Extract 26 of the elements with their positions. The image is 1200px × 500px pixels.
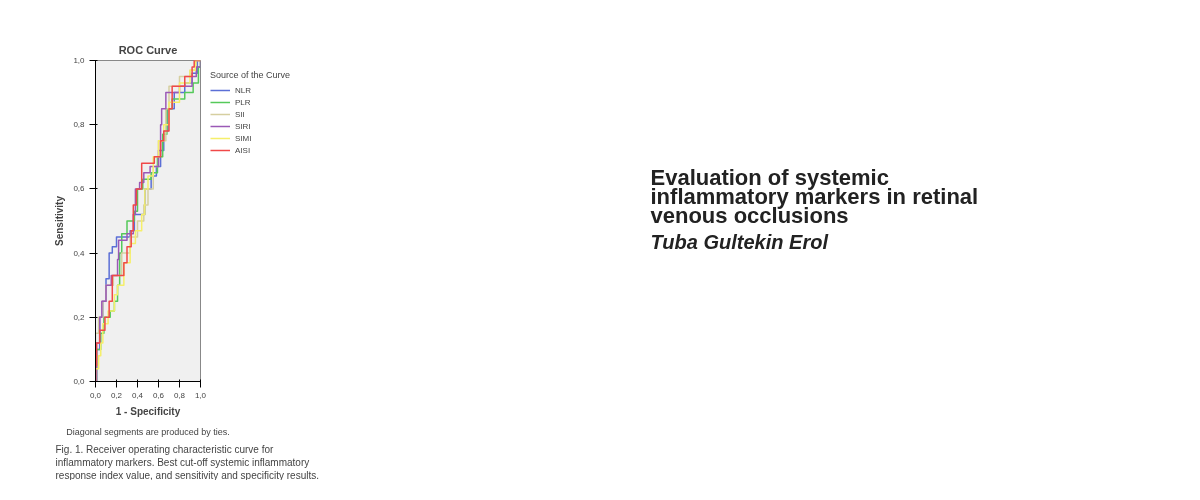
y-tick-label: 0,6 [73,184,86,194]
legend-label: PLR [235,97,252,107]
y-tick-label: 0,8 [73,120,86,130]
x-tick-label: 0,8 [173,390,186,400]
y-tick-label: 1,0 [73,56,86,65]
chart-title: ROC Curve [118,43,178,56]
legend-title: Source of the Curve [210,70,291,80]
y-tick-label: 0,4 [73,248,86,258]
x-tick-label: 0,6 [152,390,165,400]
x-tick-label: 0,0 [89,390,102,400]
x-axis-title: 1 - Specificity [115,405,181,417]
y-tick-label: 0,0 [73,377,86,386]
legend-label: SIMI [235,133,253,143]
legend-label: SIRI [235,121,252,131]
legend-label: SII [235,109,246,119]
x-tick-label: 0,4 [131,390,144,400]
x-tick-label: 1,0 [194,390,207,400]
text: Tuba Gultekin Erol [650,230,829,253]
caption: Fig. 1. Receiver operating characteristic curve for inflammatory markers. Best cut-off systemic inflammatory response index value, and sensitivity and specificity results. [55,443,319,481]
legend-label: NLR [235,85,252,95]
y-axis-title: Sensitivity [54,195,66,247]
x-tick-label: 0,2 [110,390,123,400]
y-tick-label: 0,2 [73,312,86,322]
legend-label: AISI [235,145,252,155]
text: Diagonal segments are produced by ties. [66,426,230,437]
text: Evaluation of systemic inflammatory markers in retinal venous occlusions [650,165,979,228]
